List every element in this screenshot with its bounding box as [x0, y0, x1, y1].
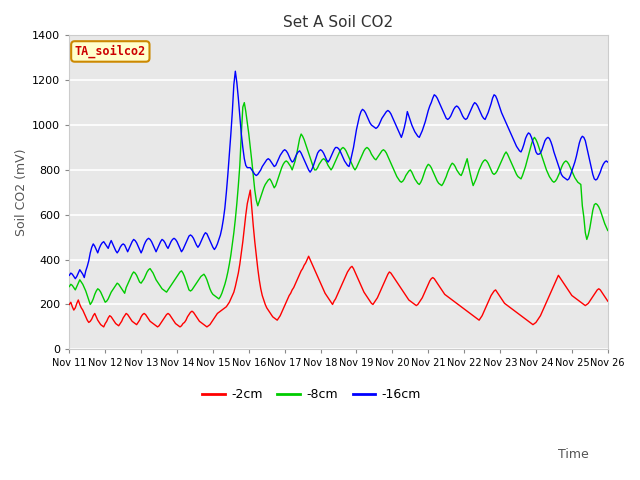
Title: Set A Soil CO2: Set A Soil CO2 [284, 15, 394, 30]
Text: TA_soilco2: TA_soilco2 [75, 45, 146, 58]
Text: Time: Time [558, 448, 589, 461]
Legend: -2cm, -8cm, -16cm: -2cm, -8cm, -16cm [197, 383, 426, 406]
Y-axis label: Soil CO2 (mV): Soil CO2 (mV) [15, 149, 28, 236]
